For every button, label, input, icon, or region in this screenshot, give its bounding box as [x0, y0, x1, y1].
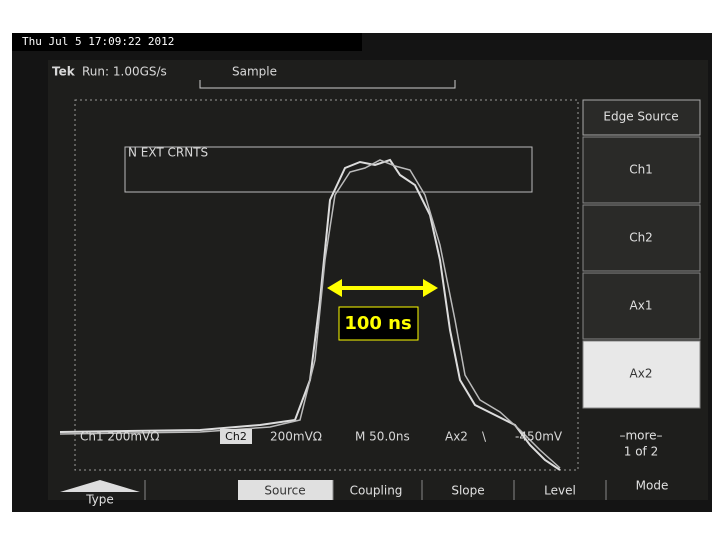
timestamp-bar: [12, 33, 362, 51]
side-menu-title: Edge Source: [603, 110, 678, 124]
bottom-dividers: [144, 480, 607, 500]
trigger-source: Ax2: [445, 430, 468, 444]
menu-item[interactable]: Ch2: [629, 231, 653, 245]
menu-button[interactable]: [582, 204, 701, 272]
timebase: M 50.0ns: [355, 430, 410, 444]
trigger-slope: \: [482, 430, 487, 444]
ch2-readout: Ch2: [225, 430, 247, 443]
bottom-item[interactable]: Level: [544, 484, 576, 498]
side-menu-title-box: [582, 99, 701, 136]
ch2-badge: [220, 429, 252, 444]
acq-mode: Sample: [232, 65, 277, 79]
measure-box: [338, 306, 419, 341]
menu-item[interactable]: Ax2: [630, 367, 653, 381]
run-status: Run: 1.00GS/s: [82, 65, 167, 79]
annotation-box: [124, 146, 533, 193]
brand: Tek: [52, 65, 76, 79]
menu-more[interactable]: –more–: [619, 429, 662, 443]
annotation-text: N EXT CRNTS: [128, 146, 208, 160]
bottom-button-selected[interactable]: [238, 480, 333, 500]
record-bar: [199, 80, 456, 89]
bottom-item[interactable]: Coupling: [350, 484, 403, 498]
bottom-item[interactable]: Type: [85, 493, 114, 507]
waveform-ch1: [59, 158, 561, 471]
bottom-menu: Type Source Coupling Slope Level Mode: [60, 479, 668, 507]
bottom-item[interactable]: Source: [264, 484, 305, 498]
ch2-scale: 200mVΩ: [270, 430, 322, 444]
menu-page: 1 of 2: [624, 445, 658, 459]
trigger-level: -450mV: [515, 430, 563, 444]
menu-button[interactable]: [582, 136, 701, 204]
bottom-item[interactable]: Mode: [636, 479, 669, 493]
menu-item[interactable]: Ch1: [629, 163, 653, 177]
menu-button[interactable]: [582, 272, 701, 340]
timestamp: Thu Jul 5 17:09:22 2012: [22, 35, 174, 48]
side-menu: Edge Source Ch1 Ch2 Ax1 Ax2 –more– 1 of …: [582, 99, 701, 459]
bottom-item[interactable]: Slope: [451, 484, 484, 498]
ch1-readout: Ch1 200mVΩ: [80, 430, 159, 444]
menu-item[interactable]: Ax1: [630, 299, 653, 313]
type-arrow: [60, 480, 140, 492]
waveform-ch2: [59, 159, 561, 469]
measure-label: 100 ns: [344, 313, 411, 334]
graticule: [74, 99, 579, 471]
menu-button-selected[interactable]: [582, 340, 701, 409]
